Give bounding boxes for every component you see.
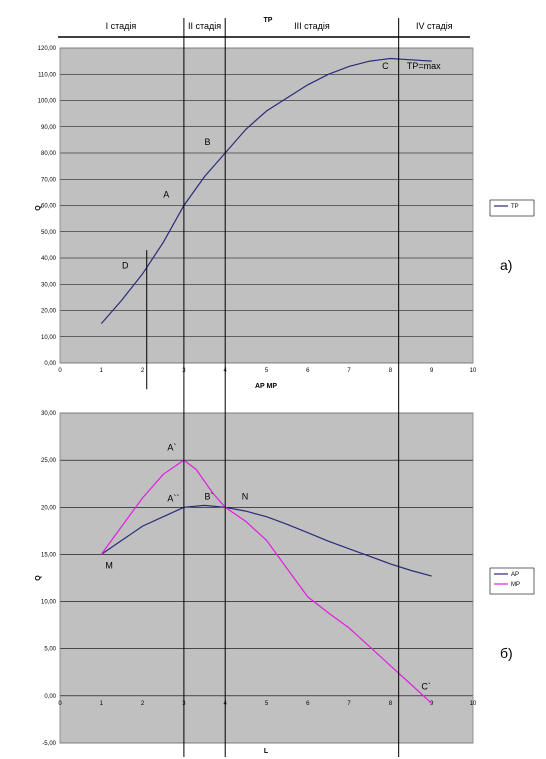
point-label: M <box>105 561 113 571</box>
x-tick-label: 10 <box>470 701 477 707</box>
point-label: C` <box>421 681 431 691</box>
ap-mp-plot-area <box>60 413 473 743</box>
ap-mp-chart: -5,00 0,00 5,00 10,00 15,00 20,00 25,00 30,00 0… <box>35 411 535 755</box>
tp-legend: TP <box>489 199 535 217</box>
legend-box <box>489 567 535 595</box>
y-tick-label: 30,00 <box>41 282 57 288</box>
y-tick-label: 100,00 <box>38 99 57 105</box>
point-label: TP=max <box>407 61 441 71</box>
x-tick-label: 10 <box>470 368 477 374</box>
y-tick-label: 30,00 <box>41 411 57 417</box>
x-tick-label: 7 <box>347 368 351 374</box>
tp-y-tick-labels: 0,00 10,00 20,00 30,00 40,00 50,00 60,00 70,00 8… <box>38 46 57 367</box>
x-tick-label: 1 <box>100 701 104 707</box>
x-tick-label: 1 <box>100 368 104 374</box>
series-line-ap <box>100 504 432 577</box>
y-tick-label: -5,00 <box>42 741 56 747</box>
point-label: D <box>122 261 129 271</box>
y-tick-label: 15,00 <box>41 552 57 558</box>
x-tick-label: 8 <box>389 701 393 707</box>
ap-mp-y-axis-label: Q <box>35 575 42 581</box>
x-tick-label: 8 <box>389 368 393 374</box>
y-tick-label: 25,00 <box>41 458 57 464</box>
panel-label-a: а) <box>500 257 512 273</box>
legend-entry: TP <box>511 204 519 210</box>
y-tick-label: 60,00 <box>41 204 57 210</box>
legend-entry: MP <box>511 582 520 588</box>
plot-border <box>59 47 474 364</box>
x-tick-label: 9 <box>430 368 434 374</box>
point-label: B` <box>205 492 214 502</box>
x-tick-label: 6 <box>306 701 310 707</box>
series-line-mp <box>100 459 433 704</box>
x-tick-label: 6 <box>306 368 310 374</box>
y-tick-label: 0,00 <box>44 361 56 367</box>
y-tick-label: 110,00 <box>38 72 57 78</box>
y-tick-label: 90,00 <box>41 125 57 131</box>
y-tick-label: 10,00 <box>41 335 57 341</box>
ap-mp-gridlines <box>59 412 474 744</box>
x-tick-label: 2 <box>141 701 145 707</box>
x-tick-label: 9 <box>430 701 434 707</box>
y-tick-label: 50,00 <box>41 230 57 236</box>
ap-mp-y-tick-labels: -5,00 0,00 5,00 10,00 15,00 20,00 25,00 30,00 <box>41 411 57 747</box>
point-label: C <box>382 61 389 71</box>
series-line-tp <box>100 57 432 324</box>
tp-chart-title: TP <box>264 17 273 24</box>
panel-label-b: б) <box>500 645 513 661</box>
tp-series <box>100 57 432 324</box>
y-tick-label: 20,00 <box>41 309 57 315</box>
x-tick-label: 5 <box>265 701 269 707</box>
tp-x-axis-label: AP MP <box>255 383 277 390</box>
ap-mp-series <box>100 459 433 704</box>
y-tick-label: 40,00 <box>41 256 57 262</box>
y-tick-label: 80,00 <box>41 151 57 157</box>
point-label: A <box>163 190 169 200</box>
ap-mp-x-axis-label: L <box>264 748 269 755</box>
point-label: A`` <box>167 494 179 504</box>
stage-label: II стадія <box>188 21 221 31</box>
y-tick-label: 120,00 <box>38 46 57 52</box>
x-tick-label: 0 <box>58 701 62 707</box>
legend-entry: AP <box>511 572 519 578</box>
y-tick-label: 0,00 <box>44 694 56 700</box>
point-label: A` <box>167 443 176 453</box>
stage-label: IV стадія <box>416 21 453 31</box>
plot-border <box>59 412 474 744</box>
stage-boundary-lines <box>183 18 400 757</box>
ap-mp-legend: AP MP <box>489 567 535 595</box>
point-label: N <box>242 492 249 502</box>
stage-header: I стадія II стадія III стадія IV стадія <box>58 21 470 38</box>
tp-x-tick-labels: 012345678910 <box>58 368 477 374</box>
point-label: B <box>205 137 211 147</box>
tp-y-axis-label: Q <box>35 205 42 211</box>
x-tick-label: 0 <box>58 368 62 374</box>
x-tick-label: 7 <box>347 701 351 707</box>
legend-box <box>489 199 535 217</box>
y-tick-label: 20,00 <box>41 505 57 511</box>
tp-annotations: A B C TP=max D <box>122 61 441 390</box>
y-tick-label: 10,00 <box>41 600 57 606</box>
tp-gridlines <box>59 47 474 364</box>
stage-label: III стадія <box>294 21 330 31</box>
ap-mp-annotations: A` A`` B` N M C` <box>105 443 430 692</box>
x-tick-label: 2 <box>141 368 145 374</box>
y-tick-label: 5,00 <box>44 647 56 653</box>
tp-chart: TP 0,0010,0020,0030,0040,0050,0060,0070,… <box>35 17 535 390</box>
x-tick-label: 5 <box>265 368 269 374</box>
stage-label: I стадія <box>106 21 137 31</box>
y-tick-label: 70,00 <box>41 177 57 183</box>
